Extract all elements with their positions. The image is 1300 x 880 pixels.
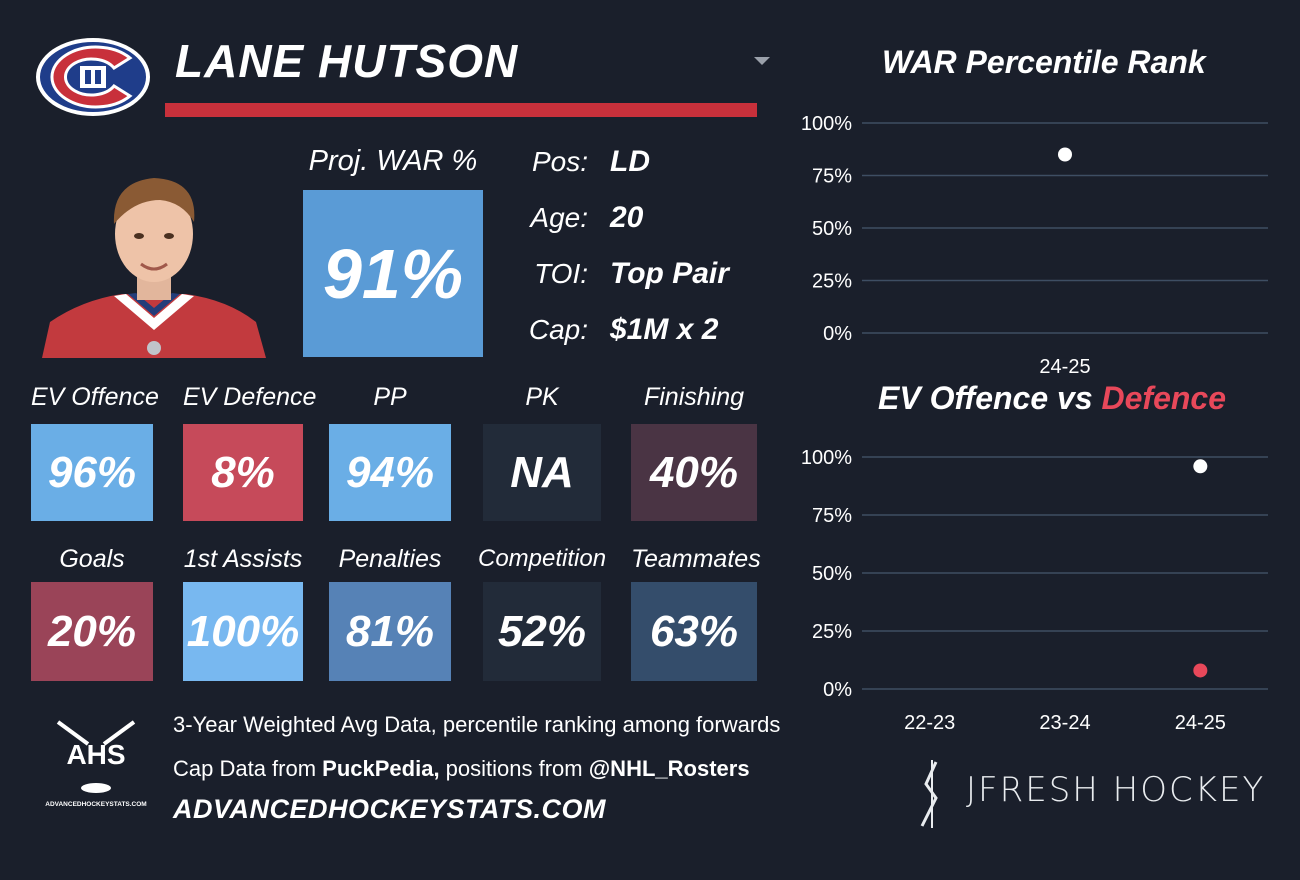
chart2-title-part1: EV Offence vs bbox=[878, 380, 1102, 416]
info-label-age: Age: bbox=[530, 202, 588, 233]
info-label-cap: Cap: bbox=[528, 314, 588, 345]
footer-nhl-rosters-link[interactable]: @NHL_Rosters bbox=[588, 756, 750, 781]
chart1-point-series0 bbox=[1058, 147, 1072, 162]
stat-label-pk: PK bbox=[525, 383, 559, 411]
stat-label-teammates: Teammates bbox=[631, 545, 761, 573]
ahs-logo-subtext: ADVANCEDHOCKEYSTATS.COM bbox=[45, 801, 146, 808]
stat-label-pp: PP bbox=[373, 383, 407, 411]
chart1-ytick-label: 50% bbox=[812, 218, 852, 240]
chart1-ytick-label: 100% bbox=[801, 113, 852, 135]
stat-box-finishing: 40% bbox=[631, 424, 757, 521]
info-value-cap: $1M x 2 bbox=[610, 313, 719, 346]
stat-box-penalties: 81% bbox=[329, 582, 451, 681]
canadiens-logo bbox=[36, 38, 150, 116]
stat-box-pk: NA bbox=[483, 424, 601, 521]
stat-label-first-assists: 1st Assists bbox=[183, 545, 303, 573]
info-value-age: 20 bbox=[610, 201, 644, 234]
stat-label-competition: Competition bbox=[478, 545, 607, 572]
info-label-toi: TOI: bbox=[534, 258, 588, 289]
chart2-xtick-label: 22-23 bbox=[904, 712, 955, 730]
footer-puckpedia-link[interactable]: PuckPedia, bbox=[322, 756, 440, 781]
info-label-pos: Pos: bbox=[531, 146, 588, 177]
player-name: LANE HUTSON bbox=[175, 35, 519, 87]
footer-sources-mid: positions from bbox=[439, 756, 589, 781]
chart2-ytick-label: 75% bbox=[812, 505, 852, 527]
stat-label-penalties: Penalties bbox=[338, 545, 442, 573]
chevron-down-icon[interactable] bbox=[754, 57, 770, 65]
stat-box-ev-offence: 96% bbox=[31, 424, 153, 521]
ev-offence-defence-chart: 0% 25% 50% 75% 100% 22-23 23-24 24-25 bbox=[801, 447, 1268, 730]
info-value-pos: LD bbox=[610, 145, 650, 178]
stat-box-pp: 94% bbox=[329, 424, 451, 521]
stat-label-ev-defence: EV Defence bbox=[183, 383, 317, 411]
stat-label-finishing: Finishing bbox=[643, 383, 745, 411]
stat-box-goals: 20% bbox=[31, 582, 153, 681]
footer-note: 3-Year Weighted Avg Data, percentile ran… bbox=[173, 712, 781, 737]
jfresh-hockey-brand: JFRESH HOCKEY bbox=[966, 770, 1266, 810]
ahs-logo: AHS ADVANCEDHOCKEYSTATS.COM bbox=[45, 720, 147, 808]
proj-war-value: 91% bbox=[303, 190, 483, 357]
stat-box-competition: 52% bbox=[483, 582, 601, 681]
info-value-toi: Top Pair bbox=[610, 257, 729, 290]
chart2-ytick-label: 25% bbox=[812, 621, 852, 643]
chart2-xtick-label: 24-25 bbox=[1175, 712, 1226, 730]
stat-box-ev-defence: 8% bbox=[183, 424, 303, 521]
name-underline bbox=[165, 103, 757, 117]
stat-label-goals: Goals bbox=[59, 545, 125, 573]
stat-box-first-assists: 100% bbox=[183, 582, 303, 681]
war-percentile-chart: 0% 25% 50% 75% 100% 24-25 bbox=[801, 113, 1268, 375]
chart2-title: EV Offence vs Defence bbox=[878, 380, 1226, 417]
jfresh-logo-icon bbox=[920, 760, 938, 828]
chart2-point-series0 bbox=[1193, 459, 1208, 474]
chart2-ytick-label: 0% bbox=[823, 679, 852, 701]
stat-box-teammates: 63% bbox=[631, 582, 757, 681]
proj-war-label: Proj. WAR % bbox=[308, 145, 478, 177]
chart1-ytick-label: 25% bbox=[812, 271, 852, 293]
chart2-ytick-label: 50% bbox=[812, 563, 852, 585]
chart2-point-series1 bbox=[1193, 663, 1208, 678]
footer-site-link[interactable]: ADVANCEDHOCKEYSTATS.COM bbox=[173, 794, 607, 824]
chart1-ytick-label: 75% bbox=[812, 166, 852, 188]
stat-label-ev-offence: EV Offence bbox=[31, 383, 159, 411]
footer-sources: Cap Data from PuckPedia, positions from … bbox=[173, 756, 750, 782]
chart1-title: WAR Percentile Rank bbox=[882, 44, 1206, 80]
chart2-xtick-label: 23-24 bbox=[1039, 712, 1090, 730]
chart1-xtick-label: 24-25 bbox=[1039, 356, 1090, 375]
chart2-ytick-label: 100% bbox=[801, 447, 852, 469]
chart1-ytick-label: 0% bbox=[823, 323, 852, 345]
ahs-logo-text: AHS bbox=[66, 739, 125, 770]
footer-sources-prefix: Cap Data from bbox=[173, 756, 323, 781]
player-photo bbox=[42, 172, 266, 358]
chart2-title-part2: Defence bbox=[1101, 380, 1227, 416]
